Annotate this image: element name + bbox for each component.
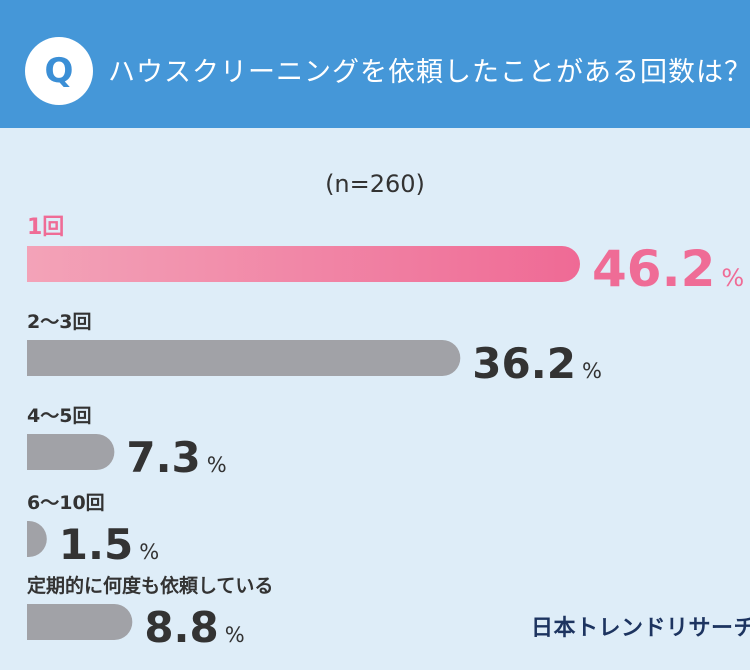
category-label: 6〜10回 xyxy=(27,492,105,514)
value-label: 8.8% xyxy=(144,603,244,652)
sample-size-label: (n=260) xyxy=(325,170,425,198)
question-header: Q ハウスクリーニングを依頼したことがある回数は？ xyxy=(0,0,750,128)
bar xyxy=(27,246,580,282)
brand-logo: 日本トレンドリサーチ xyxy=(531,616,750,641)
category-label: 1回 xyxy=(27,215,64,240)
category-label: 定期的に何度も依頼している xyxy=(27,574,273,597)
bar xyxy=(27,604,133,640)
q-badge-icon: Q xyxy=(25,37,93,105)
value-label: 7.3% xyxy=(126,433,226,482)
category-label: 4〜5回 xyxy=(27,405,91,427)
question-title: ハウスクリーニングを依頼したことがある回数は？ xyxy=(108,57,750,88)
value-label: 46.2% xyxy=(592,240,744,298)
value-label: 36.2% xyxy=(472,339,602,388)
category-label: 2〜3回 xyxy=(27,311,91,333)
bar xyxy=(27,434,115,470)
value-label: 1.5% xyxy=(59,520,159,569)
bar xyxy=(27,340,461,376)
bar xyxy=(27,521,47,557)
